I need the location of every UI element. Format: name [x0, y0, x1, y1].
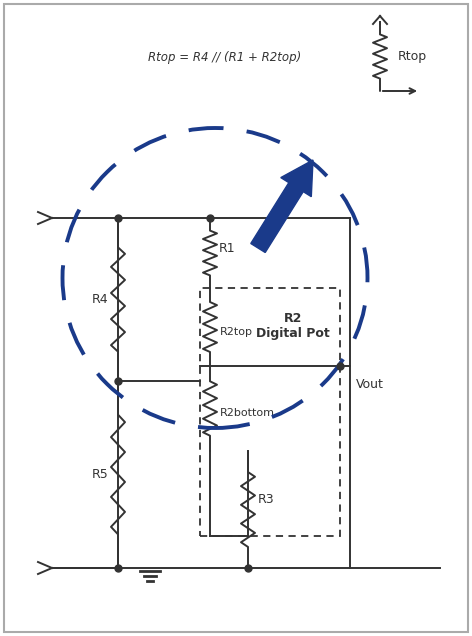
Text: R2
Digital Pot: R2 Digital Pot [256, 312, 330, 340]
Text: R5: R5 [92, 468, 109, 481]
Text: R3: R3 [258, 493, 275, 506]
Text: Rtop = R4 // (R1 + R2top): Rtop = R4 // (R1 + R2top) [148, 52, 301, 64]
Text: Rtop: Rtop [398, 50, 427, 63]
Text: Vout: Vout [356, 378, 384, 391]
Text: R4: R4 [92, 293, 109, 306]
Text: R2top: R2top [220, 327, 253, 337]
FancyArrow shape [251, 160, 313, 252]
Text: R1: R1 [219, 242, 236, 254]
Text: R2bottom: R2bottom [220, 408, 275, 418]
FancyBboxPatch shape [4, 4, 468, 632]
Bar [200, 288, 340, 536]
